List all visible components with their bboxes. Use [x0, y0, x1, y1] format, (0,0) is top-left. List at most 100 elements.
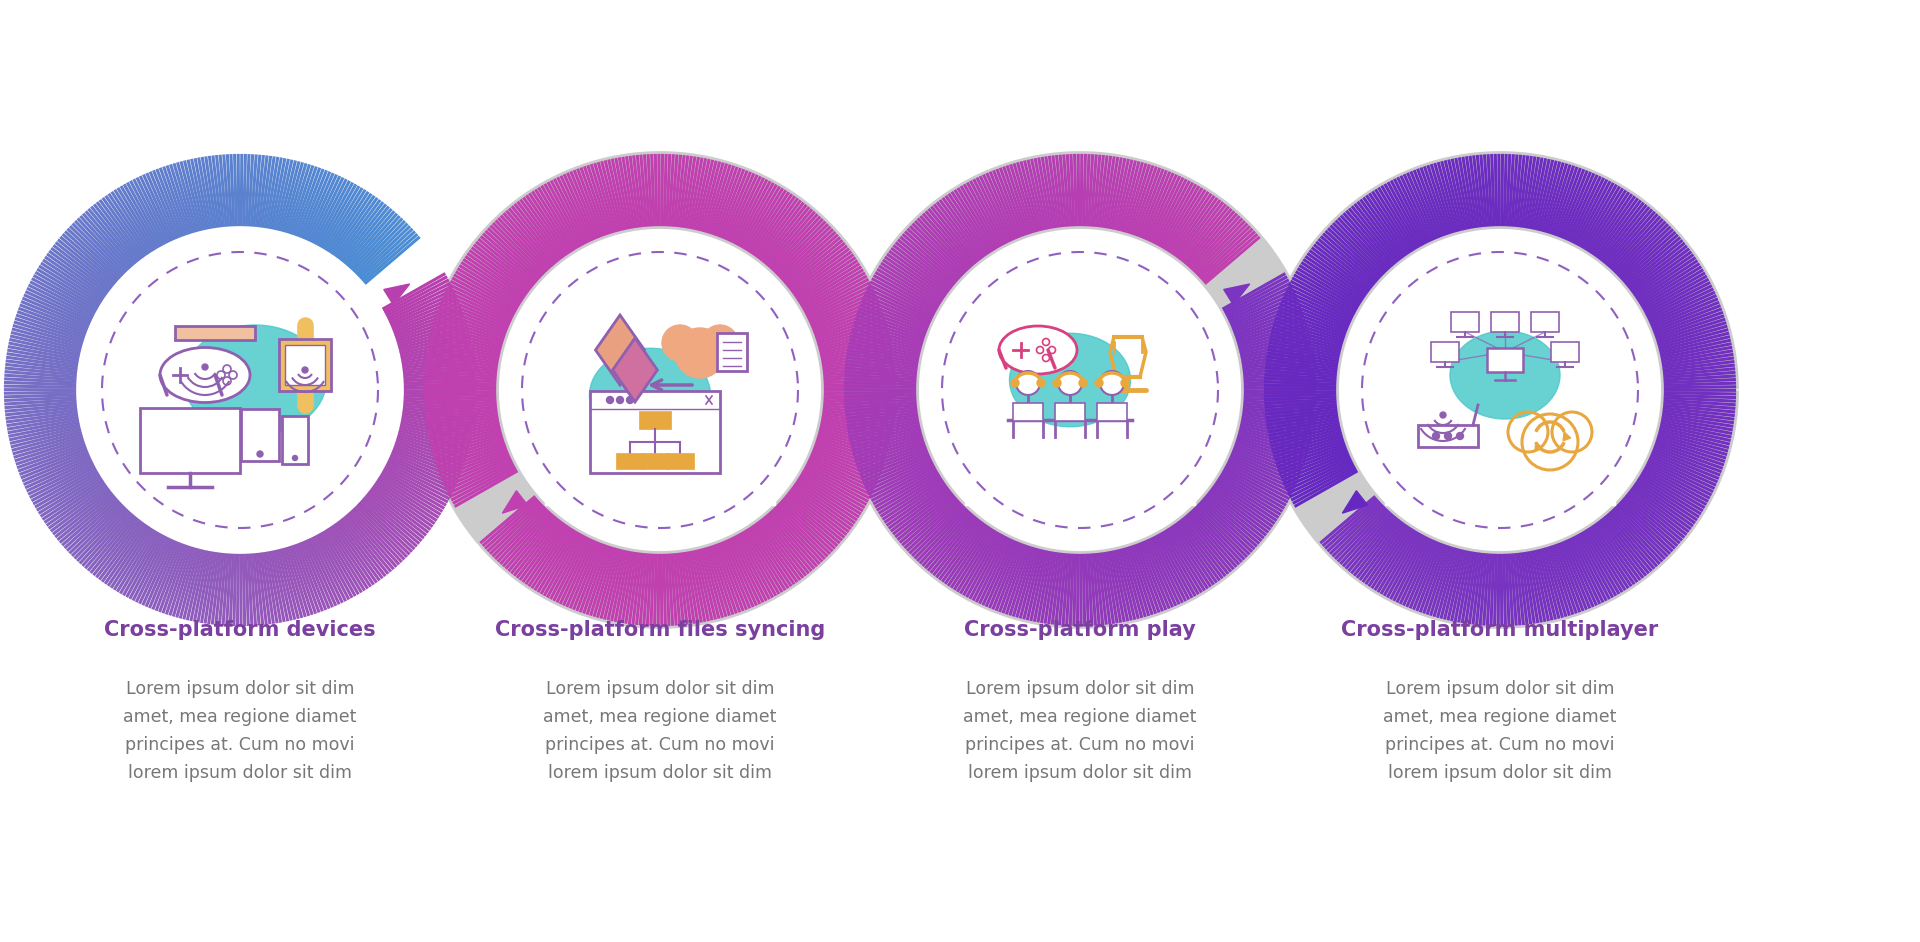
Circle shape [1079, 379, 1087, 387]
Bar [140, 408, 240, 473]
Circle shape [257, 451, 263, 457]
Circle shape [1058, 371, 1083, 395]
Circle shape [131, 280, 349, 500]
Ellipse shape [184, 325, 326, 435]
Circle shape [549, 280, 770, 500]
Bar [545, 390, 776, 505]
Circle shape [292, 456, 298, 461]
Circle shape [1390, 280, 1611, 500]
Circle shape [549, 280, 770, 500]
Text: lorem ipsum dolor sit dim: lorem ipsum dolor sit dim [547, 764, 772, 782]
Circle shape [970, 280, 1190, 500]
Text: Lorem ipsum dolor sit dim: Lorem ipsum dolor sit dim [125, 680, 355, 698]
Circle shape [301, 367, 307, 373]
Bar [175, 326, 255, 340]
Bar [1486, 348, 1523, 372]
Circle shape [931, 242, 1229, 538]
Text: Lorem ipsum dolor sit dim: Lorem ipsum dolor sit dim [1386, 680, 1615, 698]
Circle shape [626, 397, 634, 403]
Circle shape [662, 325, 699, 361]
Text: lorem ipsum dolor sit dim: lorem ipsum dolor sit dim [968, 764, 1192, 782]
Circle shape [1100, 371, 1123, 395]
Bar [1530, 312, 1559, 332]
Bar [1492, 312, 1519, 332]
Bar [641, 453, 668, 469]
Text: Lorem ipsum dolor sit dim: Lorem ipsum dolor sit dim [966, 680, 1194, 698]
Bar [589, 391, 720, 473]
Bar [125, 390, 355, 505]
Bar [616, 453, 643, 469]
Bar [1384, 390, 1615, 505]
Circle shape [1352, 242, 1647, 538]
Text: Cross-platform play: Cross-platform play [964, 620, 1196, 640]
Bar [1096, 403, 1127, 421]
Polygon shape [503, 491, 528, 513]
Circle shape [131, 280, 349, 500]
Circle shape [92, 242, 388, 538]
Ellipse shape [1450, 331, 1559, 419]
Polygon shape [1342, 491, 1367, 513]
Text: amet, mea regione diamet: amet, mea regione diamet [123, 708, 357, 726]
Bar [1419, 425, 1478, 447]
Circle shape [92, 242, 388, 538]
Bar [639, 411, 670, 429]
Circle shape [513, 242, 808, 538]
Text: principes at. Cum no movi: principes at. Cum no movi [1384, 736, 1615, 754]
Bar [278, 339, 330, 391]
Polygon shape [595, 315, 645, 385]
Circle shape [1352, 242, 1647, 538]
Circle shape [1390, 280, 1611, 500]
Circle shape [1457, 432, 1463, 440]
Polygon shape [384, 284, 409, 305]
Bar [1430, 342, 1459, 362]
Circle shape [1052, 379, 1062, 387]
Bar [282, 416, 307, 464]
Circle shape [1390, 280, 1611, 500]
Ellipse shape [1010, 333, 1131, 427]
Circle shape [131, 280, 349, 500]
Circle shape [513, 242, 808, 538]
Circle shape [92, 242, 388, 538]
Bar [966, 390, 1194, 505]
Circle shape [1012, 379, 1020, 387]
Polygon shape [612, 338, 657, 402]
Text: lorem ipsum dolor sit dim: lorem ipsum dolor sit dim [129, 764, 351, 782]
Circle shape [970, 280, 1190, 500]
Text: principes at. Cum no movi: principes at. Cum no movi [966, 736, 1194, 754]
Circle shape [616, 397, 624, 403]
Text: Lorem ipsum dolor sit dim: Lorem ipsum dolor sit dim [545, 680, 774, 698]
Ellipse shape [159, 348, 250, 402]
Text: principes at. Cum no movi: principes at. Cum no movi [125, 736, 355, 754]
Text: amet, mea regione diamet: amet, mea regione diamet [543, 708, 778, 726]
Circle shape [931, 242, 1229, 538]
Text: Cross-platform devices: Cross-platform devices [104, 620, 376, 640]
Circle shape [549, 280, 770, 500]
Circle shape [1352, 242, 1647, 538]
Circle shape [703, 325, 737, 361]
Bar [1551, 342, 1578, 362]
Bar [242, 409, 278, 461]
Ellipse shape [589, 349, 710, 442]
Bar [1054, 403, 1085, 421]
Circle shape [607, 397, 614, 403]
Polygon shape [1563, 431, 1571, 441]
Circle shape [1432, 432, 1440, 440]
Bar [284, 345, 324, 385]
Text: amet, mea regione diamet: amet, mea regione diamet [964, 708, 1196, 726]
Ellipse shape [998, 326, 1077, 374]
Circle shape [1037, 379, 1044, 387]
Bar [716, 333, 747, 371]
Circle shape [513, 242, 808, 538]
Bar [666, 453, 693, 469]
Circle shape [970, 280, 1190, 500]
Circle shape [1440, 412, 1446, 418]
Polygon shape [1534, 442, 1542, 451]
Circle shape [1444, 432, 1452, 440]
Text: amet, mea regione diamet: amet, mea regione diamet [1382, 708, 1617, 726]
Circle shape [202, 364, 207, 370]
Text: principes at. Cum no movi: principes at. Cum no movi [545, 736, 776, 754]
Bar [1014, 403, 1043, 421]
Circle shape [1016, 371, 1041, 395]
Circle shape [1094, 379, 1102, 387]
Circle shape [676, 328, 726, 378]
